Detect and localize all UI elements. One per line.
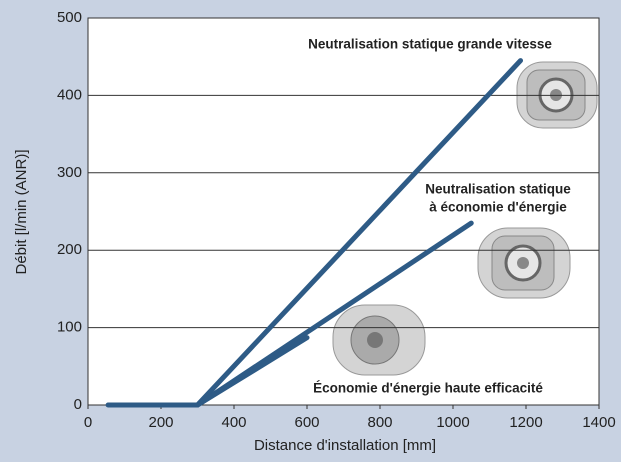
annotation: à économie d'énergie [429,200,567,215]
y-tick-label: 200 [57,241,82,258]
y-tick-label: 400 [57,86,82,103]
series-line [195,335,310,408]
y-axis-label: Débit [l/min (ANR)] [13,149,30,274]
y-tick-label: 0 [74,396,82,413]
y-tick-label: 500 [57,9,82,26]
x-tick-label: 1200 [509,414,542,431]
annotation: Neutralisation statique [425,182,571,197]
x-axis-label: Distance d'installation [mm] [254,437,436,454]
y-tick-label: 100 [57,319,82,336]
product-icon [332,304,426,376]
x-tick-label: 600 [294,414,319,431]
annotation: Économie d'énergie haute efficacité [313,381,543,396]
product-icon [477,227,571,299]
annotation: Neutralisation statique grande vitesse [308,37,552,52]
x-tick-label: 800 [367,414,392,431]
x-tick-label: 1400 [582,414,615,431]
x-tick-label: 0 [84,414,92,431]
y-tick-label: 300 [57,164,82,181]
x-tick-label: 400 [221,414,246,431]
x-tick-label: 1000 [436,414,469,431]
x-tick-label: 200 [148,414,173,431]
